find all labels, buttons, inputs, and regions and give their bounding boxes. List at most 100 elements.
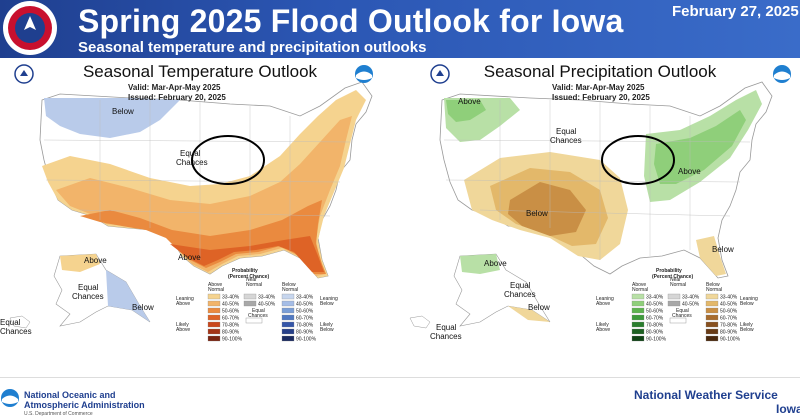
noaa-seal-icon xyxy=(773,65,791,83)
legend-near-1-swatch xyxy=(667,300,681,307)
legend-near-0-swatch xyxy=(243,293,257,300)
legend-likely-left-1: Likely xyxy=(596,322,609,328)
legend-above-4-label: 70-80% xyxy=(222,323,240,329)
page-subtitle: Seasonal temperature and precipitation o… xyxy=(78,39,427,56)
precipitation-outlook-panel: Above Equal Chances Below Above Below Ab… xyxy=(400,60,800,352)
legend-col-below-2: Normal xyxy=(706,287,722,293)
label-hi-equal-1: Equal xyxy=(436,323,457,332)
label-ak-above: Above xyxy=(84,256,107,265)
precipitation-title: Seasonal Precipitation Outlook xyxy=(483,62,717,81)
legend-likely-left-2: Above xyxy=(596,327,610,333)
hawaii-map xyxy=(9,315,31,329)
label-fl-below: Below xyxy=(712,245,734,254)
legend-col-below-1: Below xyxy=(706,282,720,288)
legend-above-1-swatch xyxy=(631,300,645,307)
noaa-name: National Oceanic and Atmospheric Adminis… xyxy=(24,390,145,410)
alaska-above-region xyxy=(60,254,100,272)
legend-below-1-swatch xyxy=(281,300,295,307)
legend-below-5-label: 80-90% xyxy=(296,330,314,336)
label-above: Above xyxy=(678,167,701,176)
legend-above-3-swatch xyxy=(631,314,645,321)
legend-likely-left-1: Likely xyxy=(176,322,189,328)
legend-swatch-equal xyxy=(245,317,263,324)
legend-leaning-right-2: Below xyxy=(320,301,334,307)
legend-leaning-left-1: Leaning xyxy=(596,296,614,302)
doc-seal-icon xyxy=(14,64,34,84)
below-region-core xyxy=(508,182,586,236)
legend-likely-left-2: Above xyxy=(176,327,190,333)
legend-below-5-swatch xyxy=(705,328,719,335)
nws-footer-line-2: Iowa xyxy=(776,402,800,416)
temperature-valid: Valid: Mar-Apr-May 2025 Issued: February… xyxy=(128,83,226,103)
legend-below-2-swatch xyxy=(705,307,719,314)
noaa-name-line-2: Atmospheric Administration xyxy=(24,400,145,410)
legend-swatch-equal xyxy=(669,317,687,324)
above-region-east-mid xyxy=(654,110,746,184)
legend-col-above-1: Above xyxy=(208,282,222,288)
legend-below-2-label: 50-60% xyxy=(296,309,314,315)
legend-likely-right-1: Likely xyxy=(740,322,753,328)
legend-heading-2: (Percent Chance) xyxy=(652,274,693,280)
legend-below-0-label: 33-40% xyxy=(720,295,738,301)
label-ak-below: Below xyxy=(132,303,154,312)
label-ak-equal-1: Equal xyxy=(78,283,99,292)
legend-near-0-label: 33-40% xyxy=(682,295,700,301)
legend-below-0-label: 33-40% xyxy=(296,295,314,301)
above-band-high xyxy=(80,200,326,274)
label-above: Above xyxy=(178,253,201,262)
legend-above-5-swatch xyxy=(207,328,221,335)
legend-near-0-swatch xyxy=(667,293,681,300)
footer-bar: National Oceanic and Atmospheric Adminis… xyxy=(0,377,800,420)
legend-near-0-label: 33-40% xyxy=(258,295,276,301)
temp-legend-swatches: 33-40%40-50%50-60%60-70%70-80%80-90%90-1… xyxy=(207,293,317,343)
legend-equal-chances-1: Equal xyxy=(676,308,689,314)
legend-below-2-swatch xyxy=(281,307,295,314)
legend-below-1-swatch xyxy=(705,300,719,307)
precipitation-valid-line: Valid: Mar-Apr-May 2025 xyxy=(552,83,645,92)
legend-above-3-label: 60-70% xyxy=(646,316,664,322)
legend-likely-right-1: Likely xyxy=(320,322,333,328)
legend-above-2-swatch xyxy=(207,307,221,314)
legend-below-5-label: 80-90% xyxy=(720,330,738,336)
legend-above-5-label: 80-90% xyxy=(222,330,240,336)
hawaii-map xyxy=(409,315,431,329)
legend-below-4-swatch xyxy=(281,321,295,328)
legend-col-above-1: Above xyxy=(632,282,646,288)
header-date: February 27, 2025 xyxy=(672,3,799,20)
legend-heading-1: Probability xyxy=(656,268,682,274)
label-equal-chances-1: Equal xyxy=(556,127,577,136)
legend-near-1-label: 40-50% xyxy=(258,302,276,308)
below-region-florida xyxy=(696,236,726,276)
precipitation-valid: Valid: Mar-Apr-May 2025 Issued: February… xyxy=(552,83,650,103)
label-hi-equal-2: Chances xyxy=(430,332,462,341)
legend-leaning-right-1: Leaning xyxy=(740,296,758,302)
legend-below-3-swatch xyxy=(705,314,719,321)
legend-below-4-swatch xyxy=(705,321,719,328)
legend-above-6-label: 90-100% xyxy=(222,337,243,343)
above-region-northwest-core xyxy=(446,100,486,122)
legend-above-0-label: 33-40% xyxy=(646,295,664,301)
precipitation-map: Above Equal Chances Below Above Below Ab… xyxy=(409,81,773,343)
noaa-seal-icon xyxy=(355,65,373,83)
label-below: Below xyxy=(112,107,134,116)
legend-above-6-label: 90-100% xyxy=(646,337,667,343)
legend-below-1-label: 40-50% xyxy=(720,302,738,308)
legend-leaning-left-2: Above xyxy=(176,301,190,307)
legend-heading-2: (Percent Chance) xyxy=(228,274,269,280)
legend-above-5-label: 80-90% xyxy=(646,330,664,336)
legend-above-1-label: 40-50% xyxy=(646,302,664,308)
label-ak-below: Below xyxy=(528,303,550,312)
precipitation-issued-line: Issued: February 20, 2025 xyxy=(552,93,650,102)
legend-col-near-1: Near xyxy=(670,277,681,283)
legend-equal-chances-1: Equal xyxy=(252,308,265,314)
legend-below-4-label: 70-80% xyxy=(296,323,314,329)
label-ak-equal-1: Equal xyxy=(510,281,531,290)
legend-col-above-2: Normal xyxy=(208,287,224,293)
label-ak-above: Above xyxy=(484,259,507,268)
legend-above-2-label: 50-60% xyxy=(646,309,664,315)
legend-near-1-swatch xyxy=(243,300,257,307)
legend-likely-right-2: Below xyxy=(320,327,334,333)
legend-below-4-label: 70-80% xyxy=(720,323,738,329)
legend-below-5-swatch xyxy=(281,328,295,335)
below-region-northwest xyxy=(44,98,180,138)
